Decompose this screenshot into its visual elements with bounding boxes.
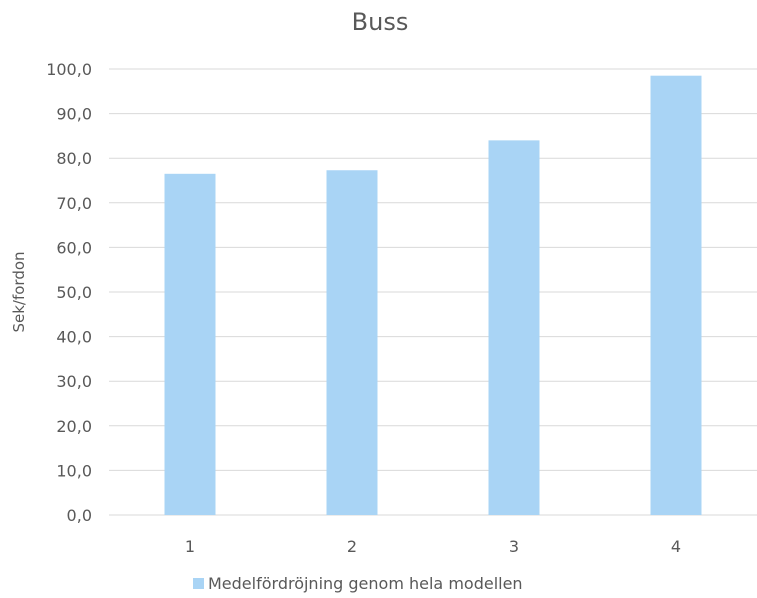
y-tick-label: 60,0 (56, 238, 92, 257)
legend-label: Medelfördröjning genom hela modellen (208, 574, 523, 593)
y-tick-label: 10,0 (56, 461, 92, 480)
chart-title: Buss (352, 8, 409, 36)
legend: Medelfördröjning genom hela modellen (193, 574, 523, 593)
legend-swatch (193, 578, 204, 589)
y-tick-label: 30,0 (56, 372, 92, 391)
y-tick-label: 20,0 (56, 417, 92, 436)
y-tick-label: 70,0 (56, 194, 92, 213)
bars (164, 75, 702, 516)
x-tick-label: 1 (185, 537, 195, 556)
bar-3 (488, 140, 540, 516)
y-tick-label: 80,0 (56, 149, 92, 168)
x-tick-label: 4 (671, 537, 681, 556)
x-tick-labels: 1 2 3 4 (185, 537, 681, 556)
gridlines (109, 68, 757, 516)
bar-1 (164, 173, 216, 515)
y-tick-label: 40,0 (56, 328, 92, 347)
y-tick-label: 100,0 (46, 60, 92, 79)
y-tick-label: 90,0 (56, 105, 92, 124)
x-tick-label: 2 (347, 537, 357, 556)
y-tick-label: 50,0 (56, 283, 92, 302)
bar-2 (326, 170, 378, 515)
x-tick-label: 3 (509, 537, 519, 556)
y-tick-label: 0,0 (67, 506, 92, 525)
y-axis-label: Sek/fordon (10, 251, 28, 332)
bar-4 (650, 75, 702, 515)
y-tick-labels: 0,0 10,0 20,0 30,0 40,0 50,0 60,0 70,0 80,0 90,0 1… (46, 60, 92, 525)
